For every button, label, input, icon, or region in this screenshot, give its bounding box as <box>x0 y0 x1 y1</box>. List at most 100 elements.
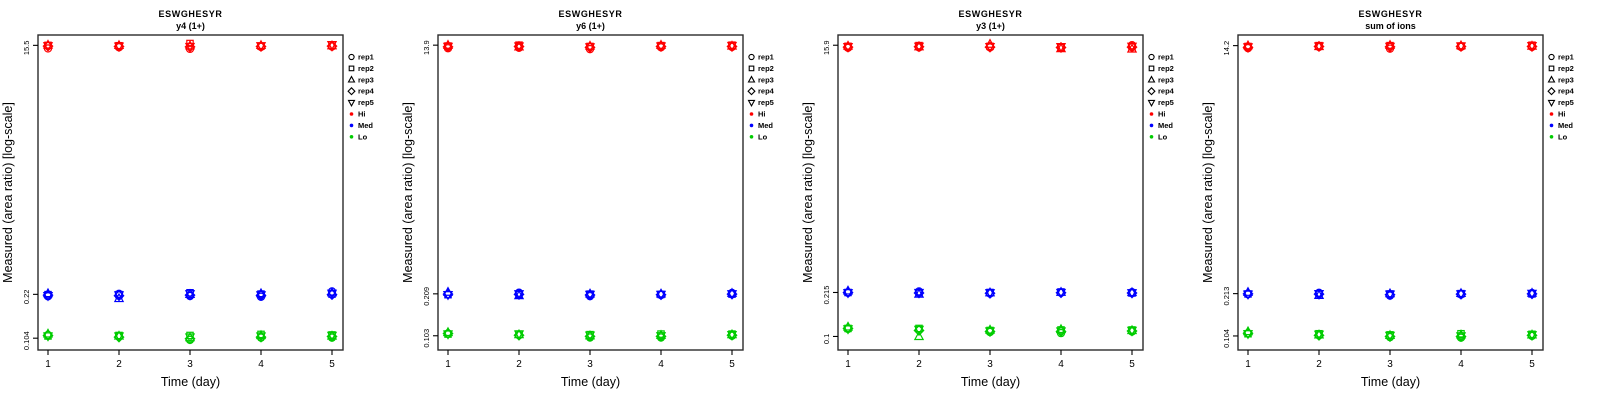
y-axis-label: Measured (area ratio) [log-scale] <box>401 102 415 283</box>
square-legend-icon <box>1148 65 1155 72</box>
panel-title: ESWGHESYR <box>159 9 223 19</box>
data-point-med-day2-rep5 <box>513 290 525 300</box>
legend-label-rep1: rep1 <box>1558 53 1574 62</box>
triangle-down-legend-icon <box>1547 99 1556 107</box>
plot-box <box>37 34 344 351</box>
data-point-med-day3-rep5 <box>184 290 196 300</box>
y-tick-label: 0.103 <box>422 329 431 348</box>
square-legend-icon <box>748 65 755 72</box>
data-point-hi-day5-rep5 <box>726 41 738 52</box>
x-tick-label: 2 <box>916 359 922 370</box>
legend-label-rep1: rep1 <box>1158 53 1174 62</box>
circle-legend-icon <box>748 53 755 61</box>
data-point-med-day3-rep5 <box>584 290 596 301</box>
triangle-up-legend-icon <box>1547 75 1556 83</box>
legend-label-rep3: rep3 <box>1158 75 1174 84</box>
data-point-lo-day1-rep5 <box>442 330 454 340</box>
x-tick-label: 4 <box>258 359 264 370</box>
data-point-hi-day2-rep5 <box>113 42 125 52</box>
legend-label-rep3: rep3 <box>1558 75 1574 84</box>
data-point-med-day5-rep3 <box>1526 287 1538 297</box>
data-point-lo-day5-rep5 <box>1126 326 1138 337</box>
data-point-lo-day4-rep5 <box>255 332 267 342</box>
panel-y3-1plus: ESWGHESYR y3 (1+) 15.9 0.215 0.1 1 2 3 4 5 Time (d… <box>800 0 1200 400</box>
x-tick-label: 2 <box>1316 359 1322 370</box>
x-tick-label: 3 <box>587 359 593 370</box>
data-point-lo-day4-rep5 <box>1455 332 1467 342</box>
data-point-lo-day1-rep5 <box>42 332 54 342</box>
panel-title: ESWGHESYR <box>1359 9 1423 19</box>
data-point-lo-day5-rep5 <box>326 331 338 342</box>
data-point-med-day5-rep5 <box>1526 289 1538 300</box>
panel-y6-svg: ESWGHESYR y6 (1+) 13.9 0.209 0.103 1 2 3 4 5 Time … <box>401 9 775 389</box>
legend-label-Lo: Lo <box>1558 132 1568 141</box>
triangle-down-legend-icon <box>1147 99 1156 107</box>
data-point-lo-day5-rep5 <box>726 330 738 341</box>
y-tick-label: 0.215 <box>822 286 831 305</box>
level-dot-icon-med <box>1149 123 1154 128</box>
diamond-legend-icon <box>1147 87 1156 96</box>
legend-label-rep5: rep5 <box>358 98 374 107</box>
square-legend-icon <box>1548 65 1555 72</box>
level-dot-icon-hi <box>749 112 754 116</box>
panel-subtitle: sum of ions <box>1365 21 1416 31</box>
legend-label-rep1: rep1 <box>758 53 774 62</box>
legend-label-Hi: Hi <box>358 110 366 119</box>
data-point-hi-day4-rep5 <box>1055 43 1067 53</box>
y-tick-label: 0.104 <box>1222 329 1231 348</box>
level-dot-icon-lo <box>1549 135 1554 139</box>
data-point-med-day3-rep5 <box>1384 290 1396 300</box>
panel-sum-of-ions: ESWGHESYR sum of ions 14.2 0.213 0.104 1 2 3 4 5 T… <box>1200 0 1600 400</box>
data-point-hi-day4-rep5 <box>655 42 667 52</box>
level-dot-icon-lo <box>1149 135 1154 139</box>
panel-y4-svg: ESWGHESYR y4 (1+) 15.5 0.22 0.104 1 2 3 4 5 Time (… <box>1 9 375 389</box>
legend-label-rep3: rep3 <box>358 75 374 84</box>
legend-label-rep4: rep4 <box>758 87 775 96</box>
data-point-lo-day4-rep5 <box>655 332 667 342</box>
level-dot-icon-hi <box>1149 112 1154 116</box>
x-tick-label: 1 <box>45 359 51 370</box>
legend-label-Lo: Lo <box>1158 132 1168 141</box>
data-point-lo-day1-rep5 <box>1242 330 1254 340</box>
data-point-lo-day3-rep4 <box>184 333 196 345</box>
legend-label-rep1: rep1 <box>358 53 374 62</box>
data-point-hi-day1-rep5 <box>42 42 54 52</box>
data-point-med-day2-rep5 <box>913 288 925 299</box>
y-tick-label: 15.9 <box>822 40 831 55</box>
data-point-med-day2-rep5 <box>113 291 125 301</box>
data-point-lo-day3-rep5 <box>184 333 196 343</box>
data-point-med-day4-rep5 <box>1455 290 1467 300</box>
x-tick-label: 2 <box>116 359 122 370</box>
data-point-med-day4-rep3 <box>1055 286 1067 296</box>
y-axis-label: Measured (area ratio) [log-scale] <box>801 102 815 283</box>
x-tick-label: 5 <box>329 359 335 370</box>
data-point-lo-day3-rep5 <box>584 331 596 341</box>
x-axis-label: Time (day) <box>1361 375 1420 389</box>
data-point-lo-day1-rep5 <box>842 325 854 335</box>
panel-y6-1plus: ESWGHESYR y6 (1+) 13.9 0.209 0.103 1 2 3 4 5 Time … <box>400 0 800 400</box>
data-point-med-day4-rep3 <box>655 288 667 298</box>
data-point-lo-day5-rep3 <box>1126 324 1138 335</box>
y-tick-label: 0.1 <box>822 334 831 344</box>
x-tick-label: 3 <box>187 359 193 370</box>
legend-label-rep5: rep5 <box>1158 98 1174 107</box>
data-point-hi-day5-rep5 <box>1526 41 1538 52</box>
panel-subtitle: y4 (1+) <box>176 21 205 31</box>
level-dot-icon-hi <box>1549 112 1554 116</box>
legend-label-Lo: Lo <box>358 132 368 141</box>
y-axis-label: Measured (area ratio) [log-scale] <box>1 102 15 283</box>
data-point-lo-day5-rep5 <box>1526 331 1538 341</box>
data-point-med-day1-rep5 <box>42 292 54 302</box>
data-point-hi-day2-rep5 <box>913 42 925 53</box>
legend-label-rep2: rep2 <box>1158 64 1174 73</box>
data-point-med-day5-rep3 <box>726 287 738 297</box>
data-point-med-day5-rep5 <box>726 290 738 300</box>
data-point-med-day4-rep5 <box>655 290 667 301</box>
legend-label-rep5: rep5 <box>1558 98 1574 107</box>
data-point-lo-day4-rep5 <box>1055 327 1067 337</box>
circle-legend-icon <box>348 53 355 61</box>
data-point-hi-day2-rep5 <box>513 42 525 52</box>
data-point-med-day1-rep5 <box>1242 290 1254 300</box>
data-point-hi-day3-rep5 <box>584 43 596 53</box>
